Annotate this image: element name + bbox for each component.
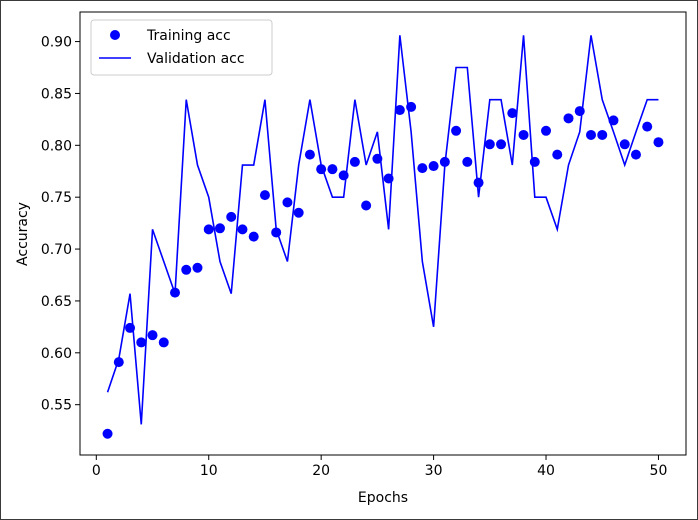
y-tick-label: 0.65 <box>41 294 72 310</box>
x-tick-label: 20 <box>312 463 330 479</box>
training-acc-point <box>147 330 158 341</box>
x-tick-label: 0 <box>92 463 101 479</box>
training-acc-point <box>338 170 349 181</box>
training-acc-point <box>630 149 641 160</box>
training-acc-point <box>113 357 124 368</box>
training-acc-point <box>428 161 439 172</box>
legend-box <box>90 19 273 76</box>
training-acc-point <box>226 211 237 222</box>
training-acc-point <box>484 139 495 150</box>
training-acc-point <box>293 207 304 218</box>
x-axis: 0 10 20 30 40 50 <box>92 455 668 479</box>
training-acc-point <box>439 156 450 167</box>
training-acc-point <box>586 129 596 140</box>
training-acc-point <box>282 197 293 208</box>
x-axis-label: Epochs <box>358 490 408 506</box>
training-acc-point <box>574 106 585 117</box>
y-axis: 0.55 0.60 0.65 0.70 0.75 0.80 0.85 0.90 <box>41 35 80 414</box>
training-acc-point <box>259 190 270 201</box>
training-acc-point <box>642 121 653 132</box>
y-tick-label: 0.55 <box>41 398 72 414</box>
training-acc-point <box>541 125 552 136</box>
training-acc-point <box>372 153 383 164</box>
training-acc-point <box>496 139 507 150</box>
training-acc-point <box>563 113 574 124</box>
training-acc-point <box>102 428 113 439</box>
training-acc-point <box>214 223 225 234</box>
training-acc-point <box>552 149 563 160</box>
y-tick-label: 0.85 <box>41 86 72 102</box>
training-acc-point <box>361 200 372 211</box>
y-tick-label: 0.70 <box>41 242 72 258</box>
validation-acc-line <box>106 35 659 425</box>
x-tick-label: 40 <box>537 463 555 479</box>
training-acc-point <box>507 108 518 119</box>
training-acc-point <box>170 287 180 298</box>
legend-validation-label: Validation acc <box>147 51 245 67</box>
y-tick-label: 0.90 <box>41 35 72 51</box>
training-acc-point <box>248 231 259 242</box>
training-acc-point <box>271 227 282 238</box>
legend-training-marker <box>110 30 120 40</box>
training-acc-point <box>653 137 664 148</box>
training-acc-point <box>394 105 405 116</box>
training-acc-point <box>608 115 619 126</box>
training-acc-point <box>181 264 192 275</box>
training-acc-point <box>417 163 428 174</box>
training-acc-point <box>462 156 473 167</box>
training-acc-point <box>451 125 462 136</box>
x-tick-label: 10 <box>200 463 218 479</box>
legend-training-label: Training acc <box>146 28 231 44</box>
training-acc-point <box>473 177 484 188</box>
training-acc-point <box>383 173 394 184</box>
training-acc-point <box>136 337 147 348</box>
training-acc-point <box>597 129 608 140</box>
training-acc-point <box>619 139 630 150</box>
y-axis-label: Accuracy <box>15 202 31 266</box>
training-acc-point <box>125 322 136 333</box>
training-acc-point <box>529 156 540 167</box>
x-tick-label: 50 <box>650 463 668 479</box>
y-tick-label: 0.60 <box>41 346 72 362</box>
legend: Training acc Validation acc <box>90 19 273 76</box>
training-acc-point <box>203 224 214 235</box>
training-acc-point <box>349 156 360 167</box>
training-acc-point <box>192 262 203 273</box>
training-acc-point <box>304 149 315 160</box>
training-acc-points <box>102 101 664 439</box>
y-tick-label: 0.80 <box>41 138 72 154</box>
training-acc-point <box>518 129 529 140</box>
training-acc-point <box>327 164 338 175</box>
x-tick-label: 30 <box>425 463 443 479</box>
training-acc-point <box>237 224 248 235</box>
training-acc-point <box>406 101 417 112</box>
y-tick-label: 0.75 <box>41 190 72 206</box>
plot-area <box>79 11 687 456</box>
training-acc-point <box>316 164 327 175</box>
training-acc-point <box>158 337 169 348</box>
